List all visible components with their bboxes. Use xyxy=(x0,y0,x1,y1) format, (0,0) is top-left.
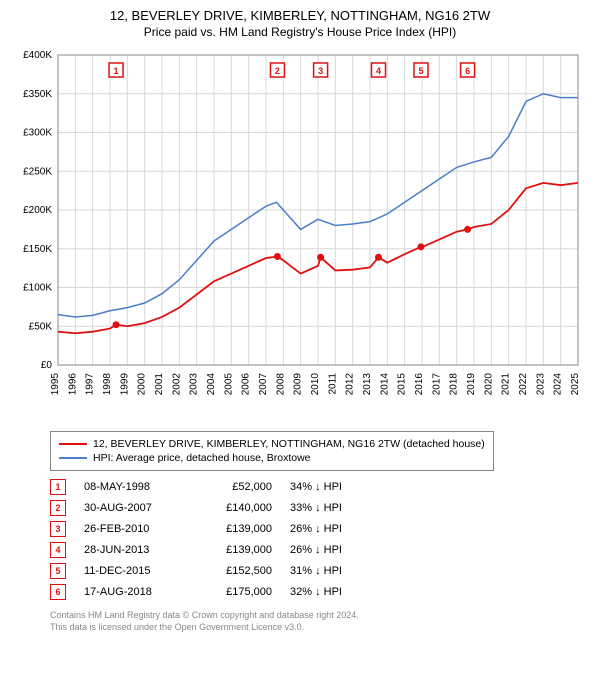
svg-text:£150K: £150K xyxy=(23,244,52,255)
sale-marker-icon: 3 xyxy=(50,521,66,537)
table-row: 4 28-JUN-2013 £139,000 26% ↓ HPI xyxy=(50,542,590,558)
svg-text:3: 3 xyxy=(318,66,323,76)
sale-pct: 26% ↓ HPI xyxy=(290,544,380,556)
legend-line-icon xyxy=(59,443,87,445)
svg-text:2014: 2014 xyxy=(379,373,390,396)
svg-text:2010: 2010 xyxy=(310,373,321,396)
svg-text:2019: 2019 xyxy=(466,373,477,396)
table-row: 5 11-DEC-2015 £152,500 31% ↓ HPI xyxy=(50,563,590,579)
svg-text:1998: 1998 xyxy=(102,373,113,396)
svg-text:2: 2 xyxy=(275,66,280,76)
legend-line-icon xyxy=(59,457,87,459)
sales-table: 1 08-MAY-1998 £52,000 34% ↓ HPI 2 30-AUG-2007… xyxy=(50,479,590,600)
sale-date: 08-MAY-1998 xyxy=(84,481,184,493)
legend-label: 12, BEVERLEY DRIVE, KIMBERLEY, NOTTINGHA… xyxy=(93,438,485,450)
svg-text:2006: 2006 xyxy=(241,373,252,396)
svg-text:2011: 2011 xyxy=(327,373,338,395)
price-chart: £0 £50K £100K £150K £200K £250K £300K £350K £400… xyxy=(10,45,590,425)
footnote-line: This data is licensed under the Open Gov… xyxy=(50,622,590,634)
svg-text:2024: 2024 xyxy=(553,373,564,396)
svg-text:2012: 2012 xyxy=(345,373,356,396)
svg-text:2015: 2015 xyxy=(397,373,408,396)
svg-text:2016: 2016 xyxy=(414,373,425,396)
sale-price: £175,000 xyxy=(202,586,272,598)
sale-date: 11-DEC-2015 xyxy=(84,565,184,577)
svg-text:4: 4 xyxy=(376,66,381,76)
svg-text:2005: 2005 xyxy=(223,373,234,396)
sale-price: £140,000 xyxy=(202,502,272,514)
svg-text:2021: 2021 xyxy=(501,373,512,396)
svg-text:£0: £0 xyxy=(41,360,53,371)
svg-text:1995: 1995 xyxy=(50,373,61,396)
svg-text:2018: 2018 xyxy=(449,373,460,396)
sale-pct: 31% ↓ HPI xyxy=(290,565,380,577)
svg-text:6: 6 xyxy=(465,66,470,76)
table-row: 1 08-MAY-1998 £52,000 34% ↓ HPI xyxy=(50,479,590,495)
svg-text:1: 1 xyxy=(114,66,119,76)
svg-text:2004: 2004 xyxy=(206,373,217,396)
svg-text:£300K: £300K xyxy=(23,128,52,139)
sale-date: 17-AUG-2018 xyxy=(84,586,184,598)
page-subtitle: Price paid vs. HM Land Registry's House … xyxy=(10,25,590,39)
svg-text:2001: 2001 xyxy=(154,373,165,396)
sale-marker-icon: 6 xyxy=(50,584,66,600)
page-container: 12, BEVERLEY DRIVE, KIMBERLEY, NOTTINGHA… xyxy=(0,0,600,643)
sale-marker-icon: 2 xyxy=(50,500,66,516)
table-row: 6 17-AUG-2018 £175,000 32% ↓ HPI xyxy=(50,584,590,600)
svg-text:£100K: £100K xyxy=(23,283,52,294)
sale-date: 28-JUN-2013 xyxy=(84,544,184,556)
svg-text:2000: 2000 xyxy=(137,373,148,396)
sale-pct: 34% ↓ HPI xyxy=(290,481,380,493)
svg-text:£400K: £400K xyxy=(23,50,52,61)
svg-text:2003: 2003 xyxy=(189,373,200,396)
sale-marker-icon: 4 xyxy=(50,542,66,558)
table-row: 3 26-FEB-2010 £139,000 26% ↓ HPI xyxy=(50,521,590,537)
sale-date: 26-FEB-2010 xyxy=(84,523,184,535)
sale-price: £152,500 xyxy=(202,565,272,577)
legend-label: HPI: Average price, detached house, Brox… xyxy=(93,452,311,464)
svg-text:£50K: £50K xyxy=(29,321,53,332)
svg-text:2008: 2008 xyxy=(275,373,286,396)
sale-pct: 33% ↓ HPI xyxy=(290,502,380,514)
svg-text:2023: 2023 xyxy=(535,373,546,396)
legend-row-property: 12, BEVERLEY DRIVE, KIMBERLEY, NOTTINGHA… xyxy=(59,438,485,450)
sale-marker-icon: 1 xyxy=(50,479,66,495)
legend: 12, BEVERLEY DRIVE, KIMBERLEY, NOTTINGHA… xyxy=(50,431,494,471)
svg-text:2017: 2017 xyxy=(431,373,442,396)
svg-text:2025: 2025 xyxy=(570,373,581,396)
svg-text:£250K: £250K xyxy=(23,166,52,177)
svg-text:2013: 2013 xyxy=(362,373,373,396)
sale-price: £52,000 xyxy=(202,481,272,493)
svg-text:5: 5 xyxy=(418,66,423,76)
sale-pct: 32% ↓ HPI xyxy=(290,586,380,598)
svg-text:2007: 2007 xyxy=(258,373,269,396)
svg-text:£200K: £200K xyxy=(23,205,52,216)
svg-text:1996: 1996 xyxy=(67,373,78,396)
sale-price: £139,000 xyxy=(202,523,272,535)
footnote: Contains HM Land Registry data © Crown c… xyxy=(50,610,590,633)
footnote-line: Contains HM Land Registry data © Crown c… xyxy=(50,610,590,622)
svg-text:1997: 1997 xyxy=(85,373,96,396)
svg-text:2020: 2020 xyxy=(483,373,494,396)
sale-price: £139,000 xyxy=(202,544,272,556)
svg-text:2002: 2002 xyxy=(171,373,182,396)
sale-date: 30-AUG-2007 xyxy=(84,502,184,514)
table-row: 2 30-AUG-2007 £140,000 33% ↓ HPI xyxy=(50,500,590,516)
page-title: 12, BEVERLEY DRIVE, KIMBERLEY, NOTTINGHA… xyxy=(10,8,590,23)
sale-pct: 26% ↓ HPI xyxy=(290,523,380,535)
svg-text:2022: 2022 xyxy=(518,373,529,396)
svg-text:1999: 1999 xyxy=(119,373,130,396)
svg-text:2009: 2009 xyxy=(293,373,304,396)
svg-text:£350K: £350K xyxy=(23,89,52,100)
legend-row-hpi: HPI: Average price, detached house, Brox… xyxy=(59,452,485,464)
sale-marker-icon: 5 xyxy=(50,563,66,579)
